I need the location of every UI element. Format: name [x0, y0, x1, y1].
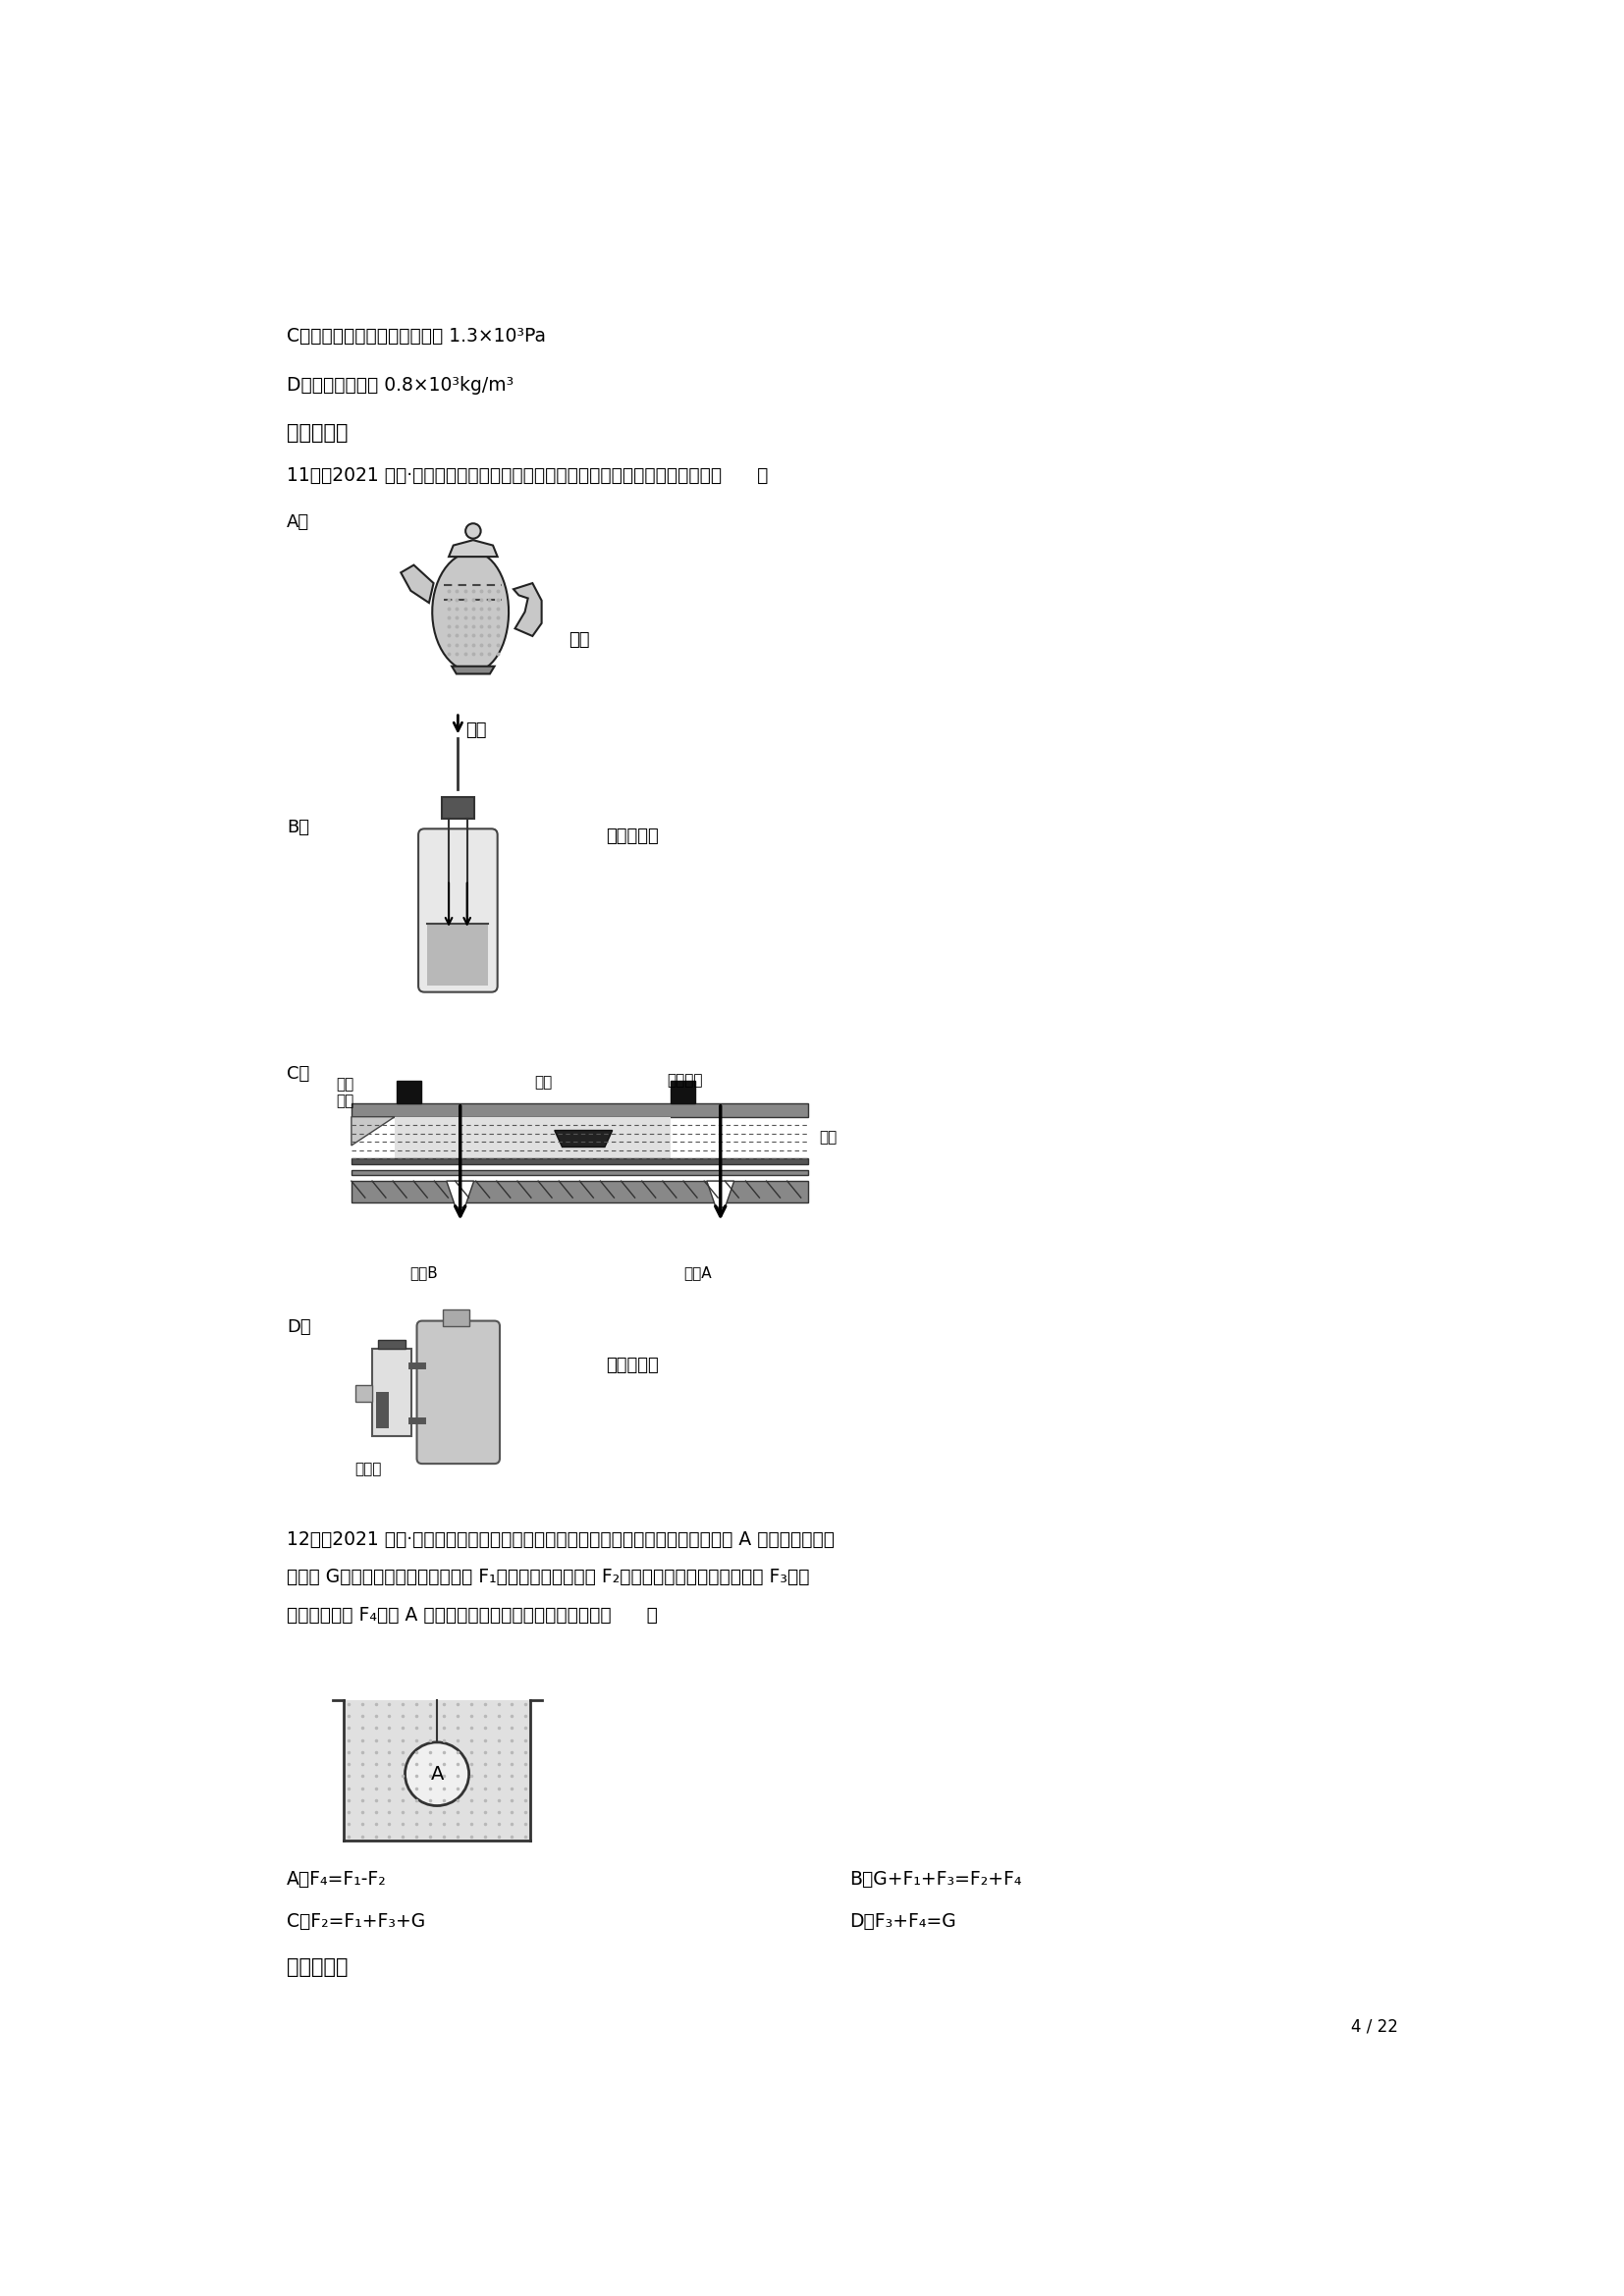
Text: 二、多选题: 二、多选题 — [287, 422, 348, 443]
FancyBboxPatch shape — [417, 1320, 500, 1465]
Polygon shape — [448, 540, 497, 556]
Bar — [396, 1081, 421, 1102]
Polygon shape — [706, 1180, 734, 1208]
Bar — [351, 1102, 809, 1116]
Text: 阀门B: 阀门B — [409, 1265, 438, 1281]
Text: C．F₂=F₁+F₃+G: C．F₂=F₁+F₃+G — [287, 1913, 425, 1931]
Text: 阀门A: 阀门A — [684, 1265, 711, 1281]
Bar — [344, 1701, 529, 1839]
Text: 上游闸门: 上游闸门 — [667, 1072, 703, 1088]
Polygon shape — [351, 1116, 395, 1146]
Bar — [351, 1169, 809, 1176]
Bar — [351, 1180, 809, 1203]
Text: 12．（2021 八下·和平期中）如图所示，盛有水的圆柱形容器静止在水平桌面上，球 A 受到竖直向下的: 12．（2021 八下·和平期中）如图所示，盛有水的圆柱形容器静止在水平桌面上，… — [287, 1529, 835, 1550]
FancyBboxPatch shape — [419, 829, 497, 992]
Polygon shape — [401, 565, 434, 604]
Bar — [356, 1384, 372, 1403]
Text: 闸门: 闸门 — [336, 1093, 354, 1109]
Text: 4 / 22: 4 / 22 — [1351, 2018, 1398, 2037]
Text: C．液体对物体下表面的压强为 1.3×10³Pa: C．液体对物体下表面的压强为 1.3×10³Pa — [287, 326, 546, 347]
Bar — [378, 1341, 406, 1348]
Text: D．F₃+F₄=G: D．F₃+F₄=G — [849, 1913, 957, 1931]
Text: 闸室: 闸室 — [534, 1075, 552, 1091]
Bar — [427, 923, 489, 985]
Text: 自制气压计: 自制气压计 — [606, 827, 659, 845]
Circle shape — [404, 1743, 469, 1805]
Bar — [351, 1159, 809, 1164]
Text: D．: D． — [287, 1318, 310, 1336]
Text: 重力为 G，水对它竖直向下的压力为 F₁，竖直向上的压力为 F₂，细绳对它竖直向下的拉力为 F₃，水: 重力为 G，水对它竖直向下的压力为 F₁，竖直向上的压力为 F₂，细绳对它竖直向… — [287, 1568, 809, 1587]
Polygon shape — [447, 1180, 474, 1208]
Text: C．: C． — [287, 1065, 310, 1084]
Text: A: A — [430, 1766, 443, 1784]
Bar — [372, 1348, 411, 1435]
Bar — [377, 1391, 388, 1428]
Text: D．液体的密度为 0.8×10³kg/m³: D．液体的密度为 0.8×10³kg/m³ — [287, 377, 513, 395]
Polygon shape — [432, 551, 508, 673]
Text: 下游: 下游 — [336, 1077, 354, 1091]
Text: B．G+F₁+F₃=F₂+F₄: B．G+F₁+F₃=F₂+F₄ — [849, 1871, 1021, 1890]
Text: 对它的浮力为 F₄，球 A 在水中静止，下列说法中不正确的是（      ）: 对它的浮力为 F₄，球 A 在水中静止，下列说法中不正确的是（ ） — [287, 1605, 658, 1626]
Polygon shape — [451, 666, 494, 673]
Bar — [443, 1309, 469, 1327]
Text: 锅炉水位计: 锅炉水位计 — [606, 1357, 659, 1373]
Polygon shape — [554, 1130, 612, 1148]
Polygon shape — [513, 583, 542, 636]
Text: 吹气: 吹气 — [466, 721, 487, 739]
Text: 船闸: 船闸 — [820, 1130, 838, 1143]
Bar — [442, 797, 474, 817]
Text: 11．（2021 八下·和平期中）如图所示的装置中，利用连通器原理进行工作的是（      ）: 11．（2021 八下·和平期中）如图所示的装置中，利用连通器原理进行工作的是（… — [287, 466, 768, 484]
Text: 茶壶: 茶壶 — [568, 631, 590, 647]
Bar — [395, 1116, 671, 1159]
Text: 三、双选题: 三、双选题 — [287, 1956, 348, 1977]
Text: A．: A． — [287, 514, 310, 530]
Bar — [671, 1081, 695, 1102]
Text: B．: B． — [287, 817, 309, 836]
Text: A．F₄=F₁-F₂: A．F₄=F₁-F₂ — [287, 1871, 387, 1890]
Text: 水位计: 水位计 — [356, 1463, 382, 1476]
Circle shape — [466, 523, 481, 540]
